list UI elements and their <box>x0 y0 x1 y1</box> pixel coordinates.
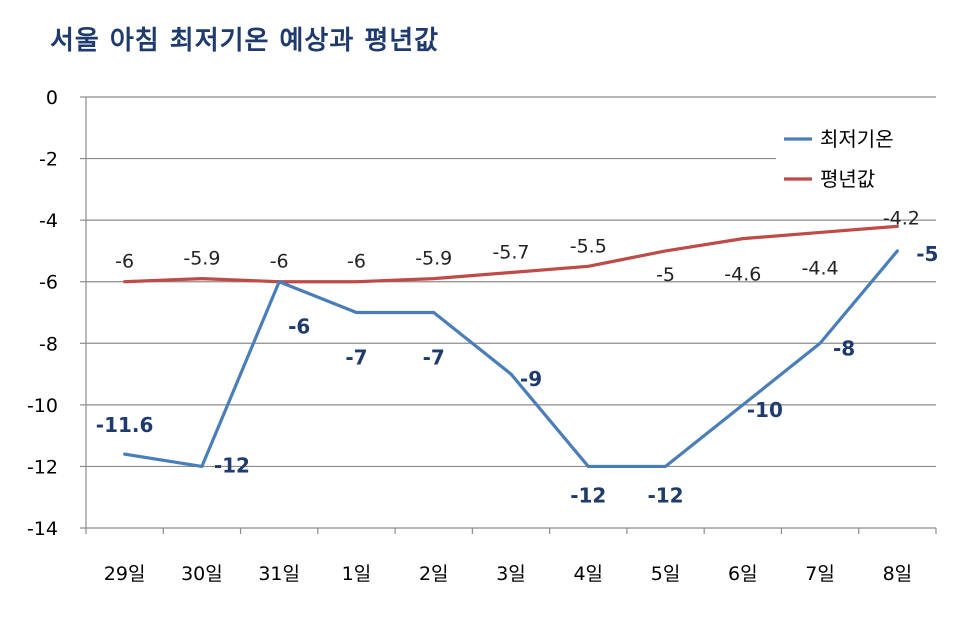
data-label-normal: -6 <box>115 251 134 273</box>
data-label-min-temp: -9 <box>520 367 542 391</box>
y-tick-label: -4 <box>39 210 58 232</box>
data-label-normal: -5.9 <box>183 248 220 270</box>
data-label-min-temp: -7 <box>345 346 367 370</box>
x-tick-label: 2일 <box>419 563 449 585</box>
x-tick-label: 31일 <box>258 563 300 585</box>
x-tick-label: 29일 <box>104 563 146 585</box>
y-tick-label: -8 <box>39 333 58 355</box>
data-label-min-temp: -12 <box>647 483 683 507</box>
series-lines <box>123 224 899 469</box>
y-tick-label: 0 <box>46 87 58 109</box>
y-tick-label: -14 <box>27 518 58 540</box>
x-tick-label: 1일 <box>342 563 372 585</box>
data-label-min-temp: -8 <box>833 336 855 360</box>
data-label-min-temp: -10 <box>747 398 783 422</box>
legend-label: 최저기온 <box>820 127 894 151</box>
data-label-min-temp: -11.6 <box>96 413 154 437</box>
data-label-normal: -5.9 <box>415 248 452 270</box>
series-line-normal <box>123 224 899 284</box>
chart-title: 서울 아침 최저기온 예상과 평년값 <box>50 26 440 56</box>
y-tick-label: -2 <box>39 149 58 171</box>
data-label-normal: -4.4 <box>802 257 839 279</box>
data-labels: -6 -5.9 -6 -6 -5.9 -5.7 -5.5 -5 -4.6 -4.4 -4.2 -11.… <box>96 207 939 507</box>
data-label-min-temp: -5 <box>916 242 938 266</box>
y-tick-labels: 0 -2 -4 -6 -8 -10 -12 -14 <box>27 87 58 540</box>
data-label-min-temp: -12 <box>214 453 250 477</box>
x-tick-label: 6일 <box>728 563 758 585</box>
y-tick-label: -10 <box>27 395 58 417</box>
axes <box>80 96 937 534</box>
y-tick-label: -12 <box>27 456 58 478</box>
data-label-min-temp: -12 <box>570 483 606 507</box>
gridlines <box>86 96 936 468</box>
x-tick-label: 4일 <box>573 563 603 585</box>
data-label-normal: -5.7 <box>492 241 529 263</box>
x-tick-label: 7일 <box>805 563 835 585</box>
series-line-min-temp <box>123 249 899 469</box>
x-tick-labels: 29일 30일 31일 1일 2일 3일 4일 5일 6일 7일 8일 <box>104 563 912 585</box>
data-label-normal: -6 <box>347 251 366 273</box>
x-tick-label: 5일 <box>651 563 681 585</box>
x-tick-label: 3일 <box>496 563 526 585</box>
x-tick-label: 8일 <box>883 563 913 585</box>
data-label-normal: -5 <box>656 264 675 286</box>
data-label-min-temp: -6 <box>288 315 310 339</box>
data-label-normal: -6 <box>270 251 289 273</box>
legend-background <box>776 116 936 198</box>
data-label-normal: -5.5 <box>570 235 607 257</box>
legend-label: 평년값 <box>820 167 875 191</box>
data-label-normal: -4.6 <box>724 264 761 286</box>
y-tick-label: -6 <box>39 272 58 294</box>
x-tick-label: 30일 <box>181 563 223 585</box>
data-label-min-temp: -7 <box>423 346 445 370</box>
data-label-normal: -4.2 <box>883 207 920 229</box>
